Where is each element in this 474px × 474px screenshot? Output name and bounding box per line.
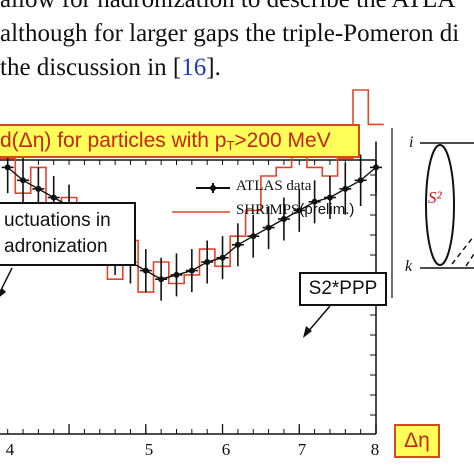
atlas-data-point [234, 241, 241, 248]
paper-text-line-3-start: the discussion in [ [0, 54, 182, 81]
chart-title: d(Δη) for particles with pT>200 MeV [0, 124, 360, 158]
s2ppp-annotation: S2*PPP [299, 272, 387, 306]
chart-title-suffix: >200 MeV [234, 129, 331, 152]
atlas-data-point [250, 233, 257, 240]
atlas-data-point [219, 254, 226, 261]
atlas-data-point [280, 216, 287, 222]
atlas-data-point [326, 194, 333, 201]
x-axis-label: Δη [394, 424, 440, 458]
atlas-data-point [142, 267, 149, 274]
atlas-data-point [188, 267, 195, 274]
atlas-data-point [20, 177, 27, 184]
paper-text-line-3: the discussion in [16]. [0, 54, 221, 82]
atlas-data-point [50, 194, 57, 201]
diagram-label-i: i [409, 134, 414, 151]
x-tick-label: 5 [144, 440, 154, 459]
chart-title-main: d(Δη) for particles with p [0, 129, 227, 152]
fluct-line-1: uctuations in [4, 210, 111, 231]
atlas-data-point [35, 185, 42, 192]
diagram-ellipse [425, 144, 455, 266]
paper-text-line-2: although for larger gaps the triple-Pome… [0, 20, 460, 47]
atlas-data-point [158, 276, 165, 283]
s2ppp-arrow [303, 305, 331, 338]
x-tick-label: 7 [297, 440, 307, 459]
fluct-line-2: adronization [4, 236, 108, 257]
x-tick-label: 4 [5, 440, 15, 459]
diagram-label-k: k [405, 258, 413, 275]
legend-label-atlas: ATLAS data [236, 178, 312, 194]
x-tick-label: 6 [221, 440, 231, 459]
atlas-data-point [342, 185, 349, 192]
diagram-label-s2: S² [428, 188, 442, 207]
fluct-arrow [0, 267, 13, 297]
fluctuations-annotation: uctuations in adronization [0, 202, 136, 266]
atlas-data-point [4, 164, 11, 171]
paper-text-line-1: allow for hadronization to describe the … [0, 0, 455, 14]
x-tick-label: 8 [370, 440, 380, 459]
chart-title-subscript: T [226, 138, 235, 153]
legend-label-shrimps: SHRiMPS(prelim.) [236, 201, 354, 219]
legend-shrimps-name: SHRiMPS [236, 202, 300, 218]
atlas-data-point [296, 207, 303, 214]
atlas-data-point [265, 224, 272, 231]
citation-link[interactable]: 16 [181, 54, 207, 81]
atlas-data-point [204, 259, 211, 265]
atlas-data-point [373, 164, 379, 171]
legend-shrimps-prelim: (prelim.) [299, 201, 355, 218]
diagram-box [391, 128, 474, 298]
atlas-data-point [357, 177, 364, 184]
atlas-data-point [173, 271, 180, 278]
atlas-data-point [311, 198, 318, 205]
paper-text-line-3-end: ]. [206, 54, 221, 81]
legend-marker-atlas [196, 183, 230, 193]
